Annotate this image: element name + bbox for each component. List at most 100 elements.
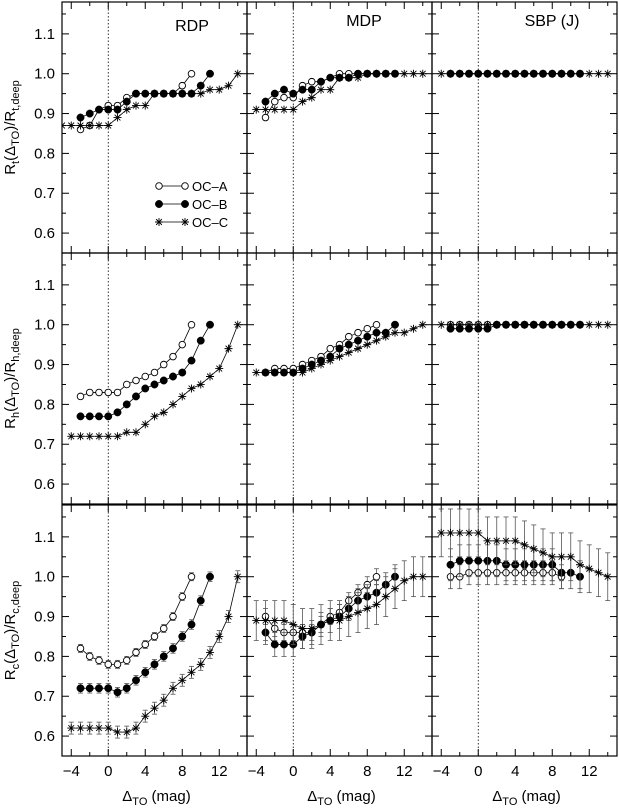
data-point-star — [465, 69, 473, 78]
data-point-star — [196, 660, 205, 669]
data-point-star — [76, 121, 85, 130]
x-axis-label-delta: Δ — [307, 788, 317, 805]
data-point-star — [169, 89, 177, 98]
series-open-circle — [76, 572, 196, 669]
data-point-star — [307, 624, 316, 633]
y-tick-label: 0.8 — [34, 648, 55, 665]
data-point-open-circle — [122, 656, 131, 665]
data-point-star — [354, 73, 362, 82]
data-point-filled-circle — [141, 89, 150, 98]
data-point-star — [418, 69, 427, 78]
data-point-star — [585, 69, 594, 78]
data-point-star — [159, 89, 168, 98]
panels-group — [61, 1, 618, 757]
data-point-filled-circle — [446, 560, 455, 569]
data-point-star — [113, 432, 122, 441]
series-star — [252, 320, 427, 377]
data-point-star — [141, 101, 150, 110]
x-axis-label-sub: TO — [502, 796, 518, 808]
data-point-star — [455, 528, 464, 537]
data-point-star — [224, 612, 233, 621]
y-axis-label-part: h,deep — [10, 328, 22, 362]
y-tick-label: 0.6 — [34, 476, 55, 493]
data-point-star — [62, 121, 66, 130]
y-axis-label-part: (Δ — [2, 146, 19, 161]
data-point-open-circle — [155, 182, 163, 190]
data-point-star — [576, 69, 584, 78]
data-point-filled-circle — [113, 688, 122, 697]
data-point-filled-circle — [104, 412, 113, 421]
column-title: SBP (J) — [525, 13, 580, 30]
data-point-star — [307, 364, 316, 373]
data-point-star — [511, 69, 520, 78]
data-point-filled-circle — [206, 572, 214, 581]
data-point-star — [159, 696, 168, 705]
y-axis-label-part: R — [2, 164, 19, 175]
legend: OC–A OC–B OC–C — [155, 179, 228, 230]
x-axis-label: ΔTO (mag) — [122, 788, 190, 808]
data-point-star — [233, 572, 242, 581]
data-point-star — [344, 73, 353, 82]
data-point-star — [363, 340, 372, 349]
data-point-star — [206, 85, 214, 94]
data-point-open-circle — [85, 388, 94, 397]
data-point-open-circle — [159, 624, 168, 633]
series-group — [67, 320, 242, 441]
data-point-filled-circle — [132, 676, 140, 685]
data-point-open-circle — [132, 376, 140, 385]
data-point-star — [317, 85, 325, 94]
data-point-filled-circle — [113, 105, 122, 114]
series-group — [67, 570, 242, 739]
y-tick-label: 0.9 — [34, 106, 55, 123]
data-point-star — [233, 69, 242, 78]
data-point-filled-circle — [113, 408, 122, 417]
data-point-star — [409, 69, 418, 78]
panel-frame — [246, 252, 433, 505]
data-point-filled-circle — [95, 105, 103, 114]
series-group — [437, 508, 612, 602]
panel-frame — [431, 252, 618, 505]
data-point-open-circle — [95, 388, 103, 397]
data-point-star — [187, 89, 196, 98]
data-point-star — [67, 121, 76, 130]
data-point-filled-circle — [391, 320, 399, 329]
x-axis-label: ΔTO (mag) — [492, 788, 560, 808]
data-point-star — [252, 105, 261, 114]
y-axis-label-part: TO — [10, 381, 22, 397]
data-point-star — [141, 712, 150, 721]
series-star — [252, 556, 427, 649]
data-point-star — [122, 105, 131, 114]
y-tick-label: 1.0 — [34, 317, 55, 334]
legend-label: OC–A — [192, 179, 228, 194]
data-point-filled-circle — [85, 109, 94, 118]
series-filled-circle — [76, 320, 214, 421]
data-point-filled-circle — [196, 596, 205, 605]
data-point-filled-circle — [270, 640, 279, 649]
data-point-star — [437, 528, 446, 537]
data-point-open-circle — [141, 640, 149, 649]
y-axis-label: Rt(ΔTO)/Rt,deep — [2, 80, 22, 175]
data-point-open-circle — [261, 113, 270, 122]
data-point-star — [298, 368, 307, 377]
data-point-open-circle — [141, 372, 149, 381]
data-point-filled-circle — [178, 632, 187, 641]
data-point-star — [594, 568, 603, 577]
data-point-star — [400, 69, 409, 78]
data-point-star — [326, 85, 335, 94]
data-point-star — [95, 121, 103, 130]
data-point-star — [113, 113, 122, 122]
data-point-star — [529, 544, 538, 553]
data-point-star — [474, 69, 483, 78]
data-point-star — [502, 69, 510, 78]
data-point-star — [566, 320, 575, 329]
data-point-open-circle — [187, 69, 196, 78]
data-point-star — [344, 348, 353, 357]
data-point-star — [594, 320, 603, 329]
data-point-star — [520, 320, 529, 329]
data-point-star — [502, 536, 510, 545]
data-point-star — [400, 576, 409, 585]
data-point-star — [326, 356, 335, 365]
x-tick-label: 4 — [141, 763, 149, 780]
x-tick-label: −4 — [248, 763, 265, 780]
data-point-open-circle — [280, 93, 288, 102]
